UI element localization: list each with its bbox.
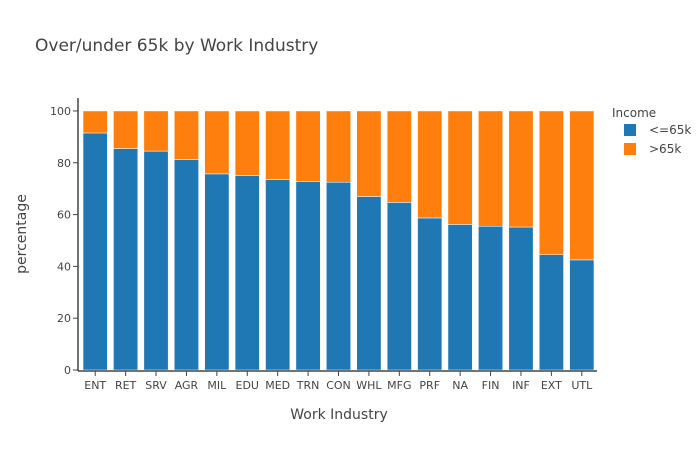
bar-EDU-over-65k[interactable] xyxy=(234,110,260,176)
x-tick-label-UTL: UTL xyxy=(571,379,593,392)
x-tick-label-NA: NA xyxy=(452,379,468,392)
bar-ENT-over-65k[interactable] xyxy=(82,110,108,134)
bar-EDU-under-65k[interactable] xyxy=(234,175,260,371)
bar-MIL-over-65k[interactable] xyxy=(204,110,230,175)
bar-MED-under-65k[interactable] xyxy=(265,179,291,371)
y-tick-label: 80 xyxy=(57,157,71,170)
bar-RET-over-65k[interactable] xyxy=(113,110,139,149)
bar-AGR-under-65k[interactable] xyxy=(174,159,199,371)
bar-PRF-over-65k[interactable] xyxy=(417,110,443,219)
bar-AGR-over-65k[interactable] xyxy=(174,110,199,160)
y-axis-title: percentage xyxy=(14,194,30,274)
y-tick-label: 60 xyxy=(57,209,71,222)
bar-CON-under-65k[interactable] xyxy=(326,181,351,371)
x-tick-label-CON: CON xyxy=(326,379,351,392)
bar-NA-over-65k[interactable] xyxy=(447,110,473,225)
x-tick-label-EDU: EDU xyxy=(236,379,259,392)
bar-UTL-over-65k[interactable] xyxy=(569,110,595,261)
x-tick-label-RET: RET xyxy=(115,379,137,392)
y-tick-label: 100 xyxy=(50,105,71,118)
bar-INF-over-65k[interactable] xyxy=(508,110,534,228)
plot-area xyxy=(82,110,595,371)
legend-swatch-under-65k[interactable] xyxy=(624,124,636,136)
y-tick-label: 0 xyxy=(64,364,71,377)
bar-FIN-under-65k[interactable] xyxy=(478,225,503,371)
bar-MFG-over-65k[interactable] xyxy=(386,110,412,203)
bar-TRN-over-65k[interactable] xyxy=(295,110,321,182)
x-tick-label-TRN: TRN xyxy=(296,379,320,392)
bar-UTL-under-65k[interactable] xyxy=(569,259,595,371)
legend-label-over-65k[interactable]: >65k xyxy=(649,142,681,156)
x-tick-label-EXT: EXT xyxy=(541,379,562,392)
bar-RET-under-65k[interactable] xyxy=(113,148,139,371)
bar-PRF-under-65k[interactable] xyxy=(417,217,443,371)
legend-title: Income xyxy=(612,106,656,120)
x-tick-label-INF: INF xyxy=(512,379,530,392)
y-axis: 0 20 40 60 80 100 xyxy=(50,98,79,377)
bar-WHL-under-65k[interactable] xyxy=(356,196,382,371)
x-tick-label-MFG: MFG xyxy=(387,379,411,392)
legend-swatch-over-65k[interactable] xyxy=(624,143,636,155)
bar-MED-over-65k[interactable] xyxy=(265,110,291,180)
bar-SRV-over-65k[interactable] xyxy=(143,110,169,152)
bar-MIL-under-65k[interactable] xyxy=(204,173,230,371)
bar-CON-over-65k[interactable] xyxy=(326,110,351,183)
x-tick-label-MIL: MIL xyxy=(207,379,227,392)
y-tick-label: 20 xyxy=(57,312,71,325)
bar-INF-under-65k[interactable] xyxy=(508,226,534,371)
bar-MFG-under-65k[interactable] xyxy=(386,202,412,371)
bar-FIN-over-65k[interactable] xyxy=(478,110,503,227)
bar-WHL-over-65k[interactable] xyxy=(356,110,382,197)
x-tick-label-PRF: PRF xyxy=(419,379,440,392)
y-tick-label: 40 xyxy=(57,260,71,273)
bar-EXT-under-65k[interactable] xyxy=(538,254,564,371)
x-tick-label-WHL: WHL xyxy=(356,379,382,392)
bar-ENT-under-65k[interactable] xyxy=(82,132,108,371)
x-tick-label-FIN: FIN xyxy=(482,379,500,392)
bar-NA-under-65k[interactable] xyxy=(447,224,473,371)
x-axis: ENT RET SRV AGR MIL EDU MED TRN CON WHL MFG PRF NA FI… xyxy=(78,370,597,392)
x-axis-title: Work Industry xyxy=(290,407,388,423)
bar-EXT-over-65k[interactable] xyxy=(538,110,564,255)
chart-title: Over/under 65k by Work Industry xyxy=(35,36,318,56)
legend-label-under-65k[interactable]: <=65k xyxy=(649,123,691,137)
bar-SRV-under-65k[interactable] xyxy=(143,150,169,371)
legend[interactable]: Income <=65k >65k xyxy=(612,106,691,156)
x-tick-label-MED: MED xyxy=(265,379,290,392)
x-tick-label-SRV: SRV xyxy=(145,379,167,392)
x-tick-label-ENT: ENT xyxy=(84,379,106,392)
x-tick-label-AGR: AGR xyxy=(175,379,199,392)
bar-TRN-under-65k[interactable] xyxy=(295,181,321,371)
